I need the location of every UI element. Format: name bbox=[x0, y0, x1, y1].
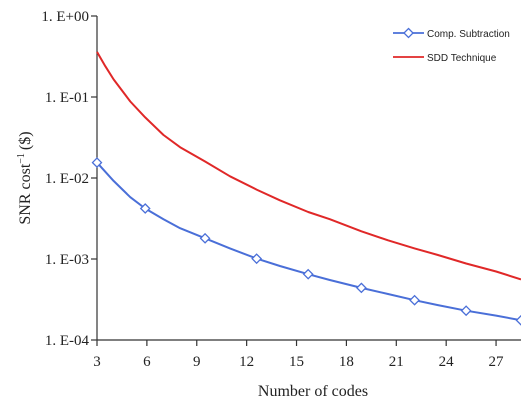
y-tick-label: 1. E-03 bbox=[45, 252, 89, 268]
data-point-comp-subtraction bbox=[251, 253, 263, 265]
data-point-comp-subtraction bbox=[302, 268, 314, 280]
data-point-comp-subtraction bbox=[139, 203, 151, 214]
x-tick-label: 27 bbox=[489, 354, 505, 370]
data-point-comp-subtraction bbox=[460, 305, 472, 317]
x-tick-label: 6 bbox=[143, 354, 151, 370]
series-layer bbox=[91, 51, 521, 326]
data-point-comp-subtraction bbox=[199, 232, 211, 244]
y-tick-label: 1. E-01 bbox=[45, 90, 89, 106]
y-tick-label: 1. E+00 bbox=[41, 9, 89, 25]
x-axis-title: Number of codes bbox=[258, 383, 368, 400]
x-tick-label: 12 bbox=[239, 354, 254, 370]
x-ticks: 3 6 9 12 15 18 21 24 27 bbox=[93, 340, 504, 370]
series-line-comp-subtraction bbox=[96, 161, 521, 322]
x-tick-label: 21 bbox=[389, 354, 404, 370]
x-tick-label: 15 bbox=[289, 354, 304, 370]
y-tick-label: 1. E-04 bbox=[45, 333, 90, 349]
x-tick-label: 24 bbox=[439, 354, 455, 370]
y-tick-label: 1. E-02 bbox=[45, 171, 89, 187]
data-point-comp-subtraction bbox=[409, 294, 421, 306]
legend-label-comp-subtraction: Comp. Subtraction bbox=[427, 29, 510, 40]
legend-label-sdd-technique: SDD Technique bbox=[427, 53, 497, 64]
y-axis-title: SNR cost−1 ($) bbox=[16, 131, 34, 224]
data-point-comp-subtraction bbox=[91, 157, 103, 169]
y-axis-title-main: SNR cost bbox=[17, 163, 34, 224]
series-line-sdd-technique bbox=[96, 51, 521, 281]
y-ticks: 1. E+00 1. E-01 1. E-02 1. E-03 1. E-04 bbox=[41, 9, 97, 349]
data-point-comp-subtraction bbox=[515, 314, 521, 326]
x-tick-label: 9 bbox=[193, 354, 201, 370]
x-tick-label: 3 bbox=[93, 354, 101, 370]
y-axis-title-unit: ($) bbox=[17, 131, 34, 150]
y-axis-title-superscript: −1 bbox=[16, 153, 27, 164]
legend: Comp. Subtraction SDD Technique bbox=[393, 27, 510, 64]
legend-marker-comp-subtraction bbox=[403, 27, 414, 39]
data-point-comp-subtraction bbox=[355, 282, 367, 294]
x-tick-label: 18 bbox=[339, 354, 354, 370]
